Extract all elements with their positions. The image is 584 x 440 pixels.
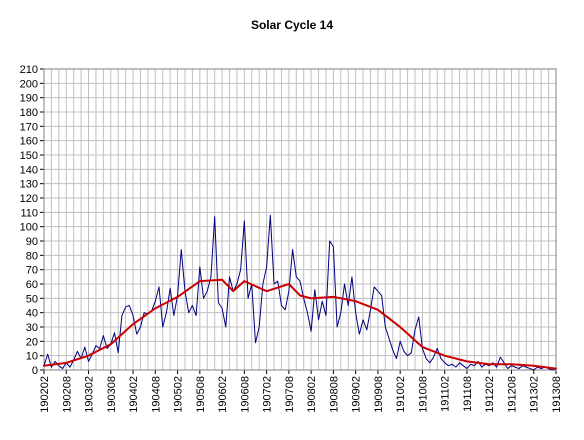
- x-tick-label: 190608: [239, 376, 251, 413]
- x-tick-label: 191202: [484, 376, 496, 413]
- x-tick-label: 191302: [529, 376, 541, 413]
- plot-border: [43, 68, 557, 371]
- y-tick-label: 70: [26, 265, 38, 277]
- x-tick-label: 191008: [417, 376, 429, 413]
- y-tick-label: 190: [20, 93, 38, 105]
- y-tick-label: 50: [26, 293, 38, 305]
- x-tick-label: 191102: [440, 376, 452, 412]
- y-tick-label: 40: [26, 308, 38, 320]
- y-tick-label: 180: [20, 107, 38, 119]
- x-tick-label: 190402: [128, 376, 140, 413]
- y-tick-label: 30: [26, 322, 38, 334]
- y-tick-label: 20: [26, 336, 38, 348]
- x-tick-label: 190908: [373, 376, 385, 413]
- smoothed-series-line: [43, 278, 557, 370]
- x-tick-label: 190408: [150, 376, 162, 413]
- y-tick-label: 100: [20, 222, 38, 234]
- y-tick-label: 130: [20, 179, 38, 191]
- y-tick-label: 90: [26, 236, 38, 248]
- y-tick-label: 60: [26, 279, 38, 291]
- y-tick-label: 200: [20, 78, 38, 90]
- x-tick-label: 190902: [351, 376, 363, 413]
- y-tick-label: 0: [32, 365, 38, 377]
- x-tick-label: 191308: [551, 376, 563, 413]
- chart-title: Solar Cycle 14: [250, 18, 334, 32]
- y-tick-label: 170: [20, 121, 38, 133]
- x-tick-label: 190308: [106, 376, 118, 413]
- x-tick-label: 190602: [217, 376, 229, 413]
- y-tick-label: 140: [20, 164, 38, 176]
- x-tick-label: 190802: [306, 376, 318, 413]
- x-tick-label: 190502: [173, 376, 185, 413]
- x-tick-label: 190702: [262, 376, 274, 413]
- x-tick-label: 190302: [84, 376, 96, 413]
- y-tick-label: 10: [26, 351, 38, 363]
- plot-area: [44, 69, 556, 370]
- x-tick-label: 190508: [195, 376, 207, 413]
- x-tick-label: 191208: [506, 376, 518, 413]
- x-tick-label: 190202: [39, 376, 51, 413]
- x-tick-label: 190208: [61, 376, 73, 413]
- x-tick-label: 191002: [395, 376, 407, 413]
- y-tick-label: 120: [20, 193, 38, 205]
- y-tick-label: 110: [20, 207, 38, 219]
- y-tick-label: 210: [20, 64, 38, 76]
- y-tick-label: 150: [20, 150, 38, 162]
- y-tick-label: 160: [20, 136, 38, 148]
- y-tick-label: 80: [26, 250, 38, 262]
- x-tick-label: 191108: [462, 376, 474, 412]
- x-tick-label: 190808: [328, 376, 340, 413]
- monthly-series-line: [43, 214, 557, 371]
- x-tick-label: 190708: [284, 376, 296, 413]
